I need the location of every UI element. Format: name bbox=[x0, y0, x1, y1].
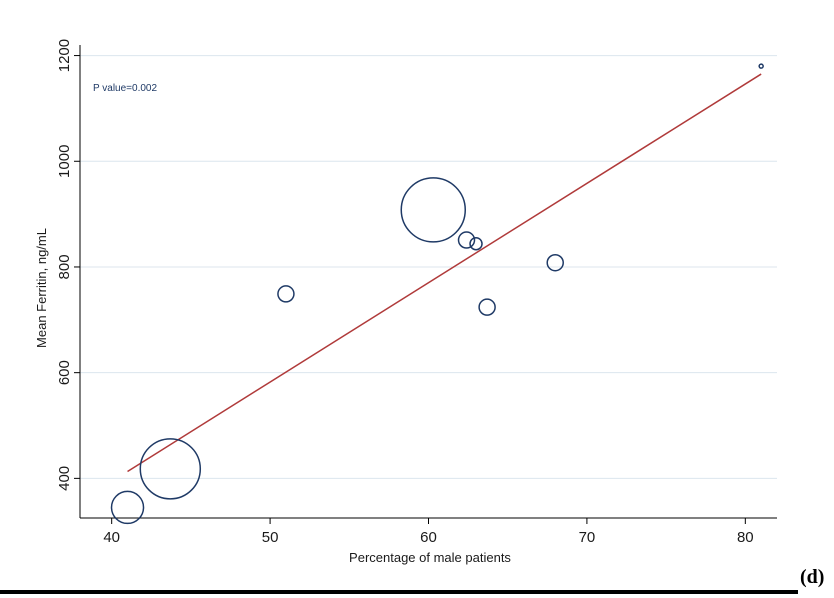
fit-line-group bbox=[127, 73, 762, 473]
data-point-7 bbox=[546, 253, 564, 272]
data-point-2 bbox=[277, 285, 295, 303]
data-points bbox=[110, 63, 764, 525]
tick-labels: 400 600 800 1000 1200 40 50 60 70 80 bbox=[56, 39, 754, 546]
grid-lines bbox=[80, 55, 777, 479]
x-tick-label: 60 bbox=[420, 529, 437, 546]
y-tick-label: 1200 bbox=[56, 39, 73, 72]
data-point-6 bbox=[478, 298, 496, 316]
data-point-1 bbox=[139, 438, 202, 500]
bottom-rule bbox=[0, 590, 798, 594]
x-tick-label: 70 bbox=[579, 529, 596, 546]
data-point-4 bbox=[457, 231, 476, 249]
panel-label: (d) bbox=[800, 566, 825, 588]
y-tick-label: 1000 bbox=[56, 145, 73, 178]
data-point-0 bbox=[110, 490, 145, 525]
x-axis-title: Percentage of male patients bbox=[349, 550, 511, 565]
axes bbox=[74, 45, 777, 524]
data-point-5 bbox=[469, 236, 483, 251]
y-tick-label: 400 bbox=[56, 466, 73, 491]
y-tick-label: 800 bbox=[56, 254, 73, 279]
data-point-3 bbox=[400, 177, 467, 243]
x-tick-label: 40 bbox=[103, 529, 120, 546]
x-tick-label: 80 bbox=[737, 529, 754, 546]
x-tick-label: 50 bbox=[262, 529, 279, 546]
data-point-8 bbox=[758, 63, 764, 69]
fit-line bbox=[127, 73, 762, 473]
p-value-annotation: P value=0.002 bbox=[93, 83, 157, 94]
y-axis-title: Mean Ferritin, ng/mL bbox=[34, 228, 49, 348]
y-tick-label: 600 bbox=[56, 360, 73, 385]
